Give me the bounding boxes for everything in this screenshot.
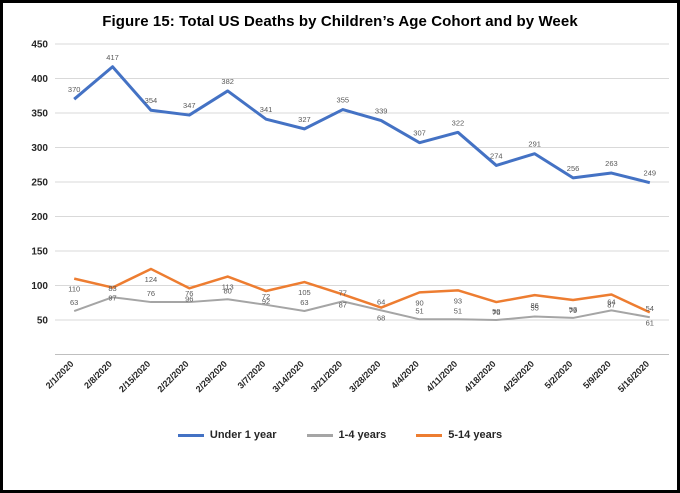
figure-frame: Figure 15: Total US Deaths by Children’s…: [0, 0, 680, 493]
x-axis-tick-label: 2/1/2020: [44, 359, 76, 391]
data-label: 86: [531, 301, 539, 310]
data-label: 87: [607, 300, 615, 309]
chart-title: Figure 15: Total US Deaths by Children’s…: [3, 13, 677, 30]
legend-label: Under 1 year: [210, 429, 277, 441]
legend-item-5-14-years: 5-14 years: [416, 429, 502, 441]
y-axis-tick-label: 150: [31, 247, 48, 258]
legend-label: 5-14 years: [448, 429, 502, 441]
data-label: 64: [377, 297, 385, 306]
data-label: 417: [106, 53, 119, 62]
data-label: 382: [221, 77, 234, 86]
x-axis-tick-label: 2/29/2020: [194, 359, 229, 394]
data-label: 256: [567, 164, 580, 173]
data-label: 68: [377, 314, 385, 323]
data-label: 51: [454, 306, 462, 315]
data-label: 54: [646, 304, 654, 313]
x-axis-tick-label: 4/18/2020: [462, 359, 497, 394]
chart-legend: Under 1 year 1-4 years 5-14 years: [3, 429, 677, 441]
x-axis-tick-label: 4/4/2020: [389, 359, 421, 391]
data-label: 51: [415, 306, 423, 315]
data-label: 249: [644, 169, 657, 178]
x-axis-tick-label: 2/22/2020: [155, 359, 190, 394]
legend-item-under-1-year: Under 1 year: [178, 429, 277, 441]
y-axis-tick-label: 350: [31, 109, 48, 120]
legend-label: 1-4 years: [339, 429, 387, 441]
chart-area: 450 400 350 300 250 200 150 100 50 2/1/20202/8/20…: [11, 34, 677, 419]
x-axis-tick-label: 2/8/2020: [82, 359, 114, 391]
y-axis-tick-label: 400: [31, 74, 48, 85]
x-axis-tick-label: 3/14/2020: [270, 359, 305, 394]
data-label: 63: [70, 298, 78, 307]
data-label: 327: [298, 115, 311, 124]
data-label: 263: [605, 159, 618, 168]
x-axis-tick-label: 3/28/2020: [347, 359, 382, 394]
data-label: 92: [262, 297, 270, 306]
x-axis-tick-label: 4/11/2020: [424, 359, 459, 394]
legend-swatch: [416, 434, 442, 437]
data-label: 347: [183, 101, 196, 110]
data-label: 93: [454, 296, 462, 305]
data-label: 307: [413, 129, 426, 138]
data-label: 113: [222, 283, 234, 292]
data-label: 274: [490, 151, 503, 160]
x-axis-tick-label: 3/21/2020: [309, 359, 344, 394]
data-label: 124: [145, 275, 158, 284]
data-label: 105: [298, 288, 311, 297]
y-axis-tick-label: 50: [37, 316, 49, 327]
legend-swatch: [307, 434, 333, 437]
data-label: 322: [452, 118, 465, 127]
data-label: 291: [528, 140, 541, 149]
legend-swatch: [178, 434, 204, 437]
data-label: 87: [339, 300, 347, 309]
data-label: 90: [415, 298, 423, 307]
data-label: 61: [646, 318, 654, 327]
data-label: 79: [569, 306, 577, 315]
x-axis-tick-label: 4/25/2020: [501, 359, 536, 394]
y-axis-tick-label: 250: [31, 178, 48, 189]
x-axis-tick-label: 5/2/2020: [543, 359, 575, 391]
legend-item-1-4-years: 1-4 years: [307, 429, 387, 441]
y-axis-tick-label: 300: [31, 143, 48, 154]
series-line-under-1-year: [74, 67, 650, 183]
data-label: 77: [339, 288, 347, 297]
data-label: 370: [68, 85, 81, 94]
data-label: 83: [108, 284, 116, 293]
y-axis-tick-label: 200: [31, 212, 48, 223]
x-axis-tick-label: 2/15/2020: [117, 359, 152, 394]
y-axis-tick-label: 450: [31, 40, 48, 51]
line-chart: 450 400 350 300 250 200 150 100 50 2/1/20202/8/20…: [11, 34, 675, 414]
x-axis-tick-label: 5/9/2020: [581, 359, 613, 391]
data-label: 76: [147, 289, 155, 298]
data-label: 63: [300, 298, 308, 307]
data-label: 354: [145, 96, 158, 105]
data-label: 76: [492, 308, 500, 317]
x-axis-tick-label: 3/7/2020: [236, 359, 268, 391]
data-label: 110: [68, 285, 80, 294]
y-axis-tick-label: 100: [31, 281, 48, 292]
x-axis-tick-label: 5/16/2020: [616, 359, 651, 394]
data-label: 96: [185, 294, 193, 303]
data-label: 355: [337, 96, 350, 105]
data-label: 97: [108, 294, 116, 303]
data-label: 339: [375, 107, 388, 116]
data-label: 341: [260, 105, 273, 114]
